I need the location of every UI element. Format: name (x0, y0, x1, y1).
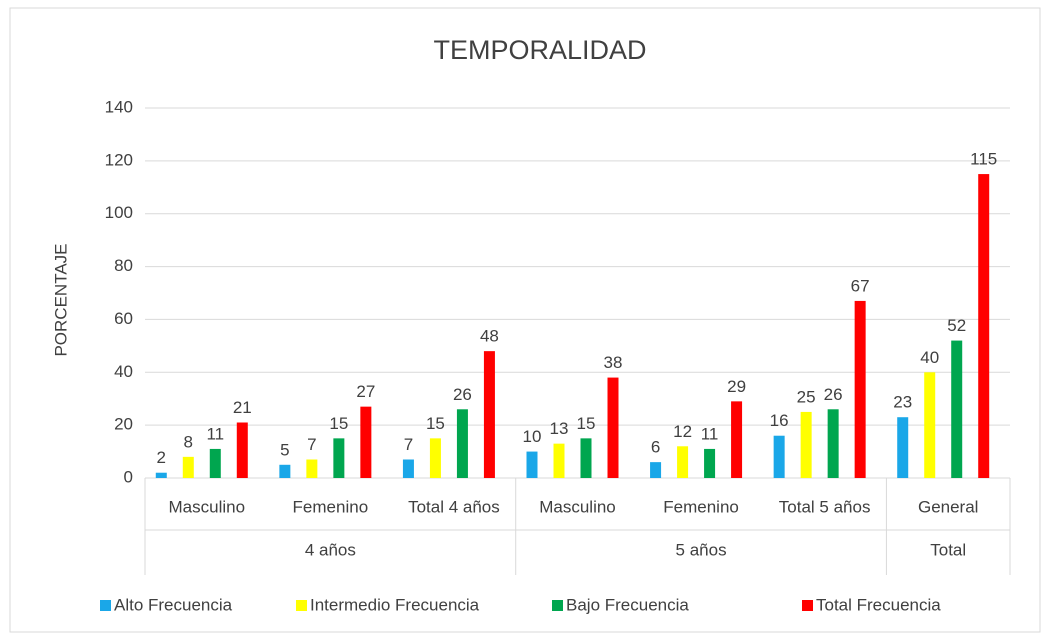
bar (854, 300, 866, 478)
y-tick-label: 60 (114, 309, 133, 328)
group-label: 5 años (676, 540, 727, 559)
y-axis-label: PORCENTAJE (51, 243, 70, 356)
bar (677, 446, 689, 478)
y-tick-label: 140 (105, 97, 133, 116)
x-tick-label: Masculino (169, 497, 246, 516)
bar (429, 438, 441, 478)
bar (526, 451, 538, 478)
data-label: 67 (851, 276, 870, 295)
legend-label: Intermedio Frecuencia (310, 595, 480, 614)
group-label: 4 años (305, 540, 356, 559)
legend-swatch (802, 600, 813, 611)
data-label: 15 (577, 414, 596, 433)
x-tick-label: General (918, 497, 978, 516)
legend-swatch (552, 600, 563, 611)
bar (236, 422, 248, 478)
group-label: Total (930, 540, 966, 559)
data-label: 40 (920, 348, 939, 367)
bar (333, 438, 345, 478)
bar (773, 435, 785, 478)
bar (827, 409, 839, 478)
data-label: 29 (727, 377, 746, 396)
bar (800, 411, 812, 478)
bar (360, 406, 372, 478)
bar (924, 372, 936, 478)
bar (456, 409, 468, 478)
bar (483, 351, 495, 478)
bar (650, 462, 662, 478)
bar (182, 456, 194, 478)
bar (978, 174, 990, 479)
bar (704, 448, 716, 478)
chart-border (9, 7, 1041, 633)
data-label: 115 (970, 150, 997, 169)
legend-swatch (100, 600, 111, 611)
x-tick-label: Masculino (539, 497, 616, 516)
data-label: 16 (770, 411, 789, 430)
y-tick-label: 40 (114, 362, 133, 381)
bar (155, 472, 167, 478)
data-label: 26 (453, 385, 472, 404)
data-label: 12 (673, 422, 692, 441)
data-label: 23 (893, 393, 912, 412)
data-label: 6 (651, 438, 660, 457)
data-label: 11 (701, 424, 719, 443)
y-tick-label: 80 (114, 256, 133, 275)
data-label: 21 (233, 398, 252, 417)
x-tick-label: Total 4 años (408, 497, 500, 516)
chart-title: TEMPORALIDAD (433, 35, 646, 65)
data-label: 13 (550, 419, 569, 438)
bar (607, 377, 619, 478)
data-label: 7 (404, 435, 413, 454)
bar (731, 401, 743, 478)
data-label: 15 (426, 414, 445, 433)
x-tick-label: Total 5 años (779, 497, 871, 516)
data-label: 5 (280, 440, 289, 459)
bar (402, 459, 414, 478)
data-label: 10 (523, 427, 542, 446)
legend-label: Total Frecuencia (816, 595, 941, 614)
bar (209, 448, 221, 478)
data-label: 27 (356, 382, 375, 401)
data-label: 25 (797, 387, 816, 406)
bar (951, 340, 963, 478)
data-label: 8 (184, 432, 193, 451)
data-label: 38 (604, 353, 623, 372)
bar (897, 417, 909, 478)
bar (306, 459, 318, 478)
legend-label: Alto Frecuencia (114, 595, 233, 614)
legend-label: Bajo Frecuencia (566, 595, 689, 614)
data-label: 26 (824, 385, 843, 404)
bar (553, 443, 565, 478)
data-label: 52 (947, 316, 966, 335)
y-tick-label: 0 (124, 467, 133, 486)
data-label: 15 (329, 414, 348, 433)
y-tick-label: 20 (114, 415, 133, 434)
bar (580, 438, 592, 478)
data-label: 2 (157, 448, 166, 467)
bar (279, 464, 291, 478)
y-tick-label: 100 (105, 203, 133, 222)
legend-swatch (296, 600, 307, 611)
data-label: 11 (206, 424, 224, 443)
data-label: 7 (307, 435, 316, 454)
x-tick-label: Femenino (663, 497, 739, 516)
data-label: 48 (480, 327, 499, 346)
x-tick-label: Femenino (293, 497, 369, 516)
y-tick-label: 120 (105, 150, 133, 169)
